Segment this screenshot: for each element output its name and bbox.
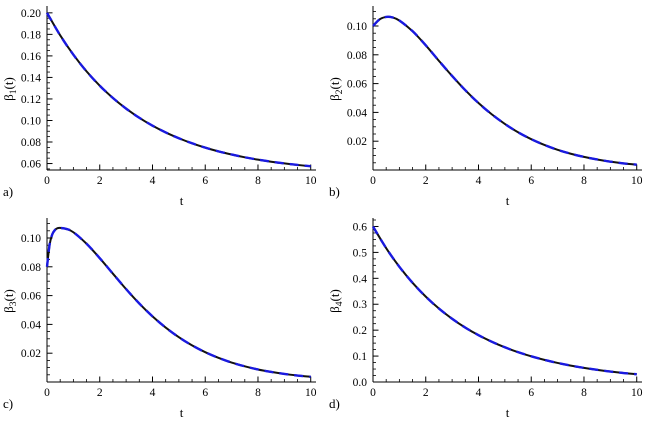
svg-text:6: 6 — [202, 387, 208, 399]
svg-text:0.16: 0.16 — [21, 51, 41, 63]
chart-beta4: 0 2 4 6 8 10 0.0 0.1 0.2 0.3 0.4 0.5 0.6 t β4(t) — [327, 218, 643, 420]
svg-text:6: 6 — [528, 387, 534, 399]
svg-text:β4(t): β4(t) — [327, 289, 345, 313]
svg-text:0.18: 0.18 — [21, 29, 41, 41]
svg-text:0.06: 0.06 — [21, 159, 41, 171]
svg-text:0.06: 0.06 — [347, 79, 367, 91]
panel-label-d: d) — [329, 396, 340, 411]
svg-text:4: 4 — [150, 387, 156, 399]
panel-label-b: b) — [329, 184, 340, 199]
svg-text:0.08: 0.08 — [347, 50, 367, 62]
svg-text:0.3: 0.3 — [353, 299, 368, 311]
svg-text:2: 2 — [97, 387, 103, 399]
svg-text:8: 8 — [255, 387, 261, 399]
svg-text:0.12: 0.12 — [21, 94, 41, 106]
chart-beta2: 0 2 4 6 8 10 0.02 0.04 0.06 0.08 0.10 t β2(t) — [327, 6, 643, 208]
svg-text:4: 4 — [476, 387, 482, 399]
plot-panel-c: 0 2 4 6 8 10 0.02 0.04 0.06 0.08 0.10 t β3(t) c) — [0, 212, 326, 424]
svg-text:0.08: 0.08 — [21, 137, 41, 149]
plot-panel-b: 0 2 4 6 8 10 0.02 0.04 0.06 0.08 0.10 t β2(t) b) — [326, 0, 651, 212]
svg-text:8: 8 — [581, 175, 587, 187]
svg-text:0: 0 — [370, 387, 376, 399]
svg-text:0: 0 — [44, 387, 50, 399]
svg-text:0.10: 0.10 — [21, 115, 41, 127]
svg-text:0.10: 0.10 — [347, 21, 367, 33]
svg-text:2: 2 — [97, 175, 103, 187]
svg-text:4: 4 — [150, 175, 156, 187]
svg-text:0.20: 0.20 — [21, 8, 41, 20]
plot-panel-a: 0 2 4 6 8 10 0.06 0.08 0.10 0.12 0.14 0.16 0.18 0.20 t… — [0, 0, 326, 212]
svg-text:0.1: 0.1 — [353, 351, 368, 363]
chart-beta3: 0 2 4 6 8 10 0.02 0.04 0.06 0.08 0.10 t β3(t) — [1, 218, 317, 420]
panel-label-a: a) — [3, 184, 14, 199]
svg-text:t: t — [180, 405, 184, 420]
svg-text:6: 6 — [202, 175, 208, 187]
svg-text:6: 6 — [528, 175, 534, 187]
svg-text:0.08: 0.08 — [21, 262, 41, 274]
svg-text:4: 4 — [476, 175, 482, 187]
svg-text:β2(t): β2(t) — [327, 77, 345, 101]
svg-text:10: 10 — [305, 175, 317, 187]
svg-text:0.02: 0.02 — [21, 348, 41, 360]
svg-text:10: 10 — [631, 175, 643, 187]
svg-text:t: t — [506, 193, 510, 208]
svg-text:2: 2 — [423, 175, 429, 187]
svg-text:10: 10 — [631, 387, 643, 399]
svg-text:0.5: 0.5 — [353, 247, 368, 259]
svg-text:8: 8 — [255, 175, 261, 187]
svg-text:0.4: 0.4 — [353, 273, 368, 285]
plot-panel-d: 0 2 4 6 8 10 0.0 0.1 0.2 0.3 0.4 0.5 0.6 t β4(t) d) — [326, 212, 651, 424]
svg-text:t: t — [506, 405, 510, 420]
svg-text:0.0: 0.0 — [353, 377, 368, 389]
svg-text:0.04: 0.04 — [21, 319, 41, 331]
svg-text:0.6: 0.6 — [353, 221, 368, 233]
svg-text:8: 8 — [581, 387, 587, 399]
svg-text:0.04: 0.04 — [347, 107, 367, 119]
svg-text:t: t — [180, 193, 184, 208]
svg-text:0.02: 0.02 — [347, 136, 367, 148]
svg-text:0: 0 — [370, 175, 376, 187]
panel-label-c: c) — [3, 396, 14, 411]
svg-text:β1(t): β1(t) — [1, 77, 19, 101]
svg-text:0.06: 0.06 — [21, 291, 41, 303]
svg-text:0.2: 0.2 — [353, 325, 368, 337]
svg-text:2: 2 — [423, 387, 429, 399]
svg-text:10: 10 — [305, 387, 317, 399]
svg-text:β3(t): β3(t) — [1, 289, 19, 313]
svg-text:0.14: 0.14 — [21, 72, 41, 84]
svg-text:0.10: 0.10 — [21, 233, 41, 245]
chart-beta1: 0 2 4 6 8 10 0.06 0.08 0.10 0.12 0.14 0.16 0.18 0.20 t… — [1, 6, 317, 208]
svg-text:0: 0 — [44, 175, 50, 187]
